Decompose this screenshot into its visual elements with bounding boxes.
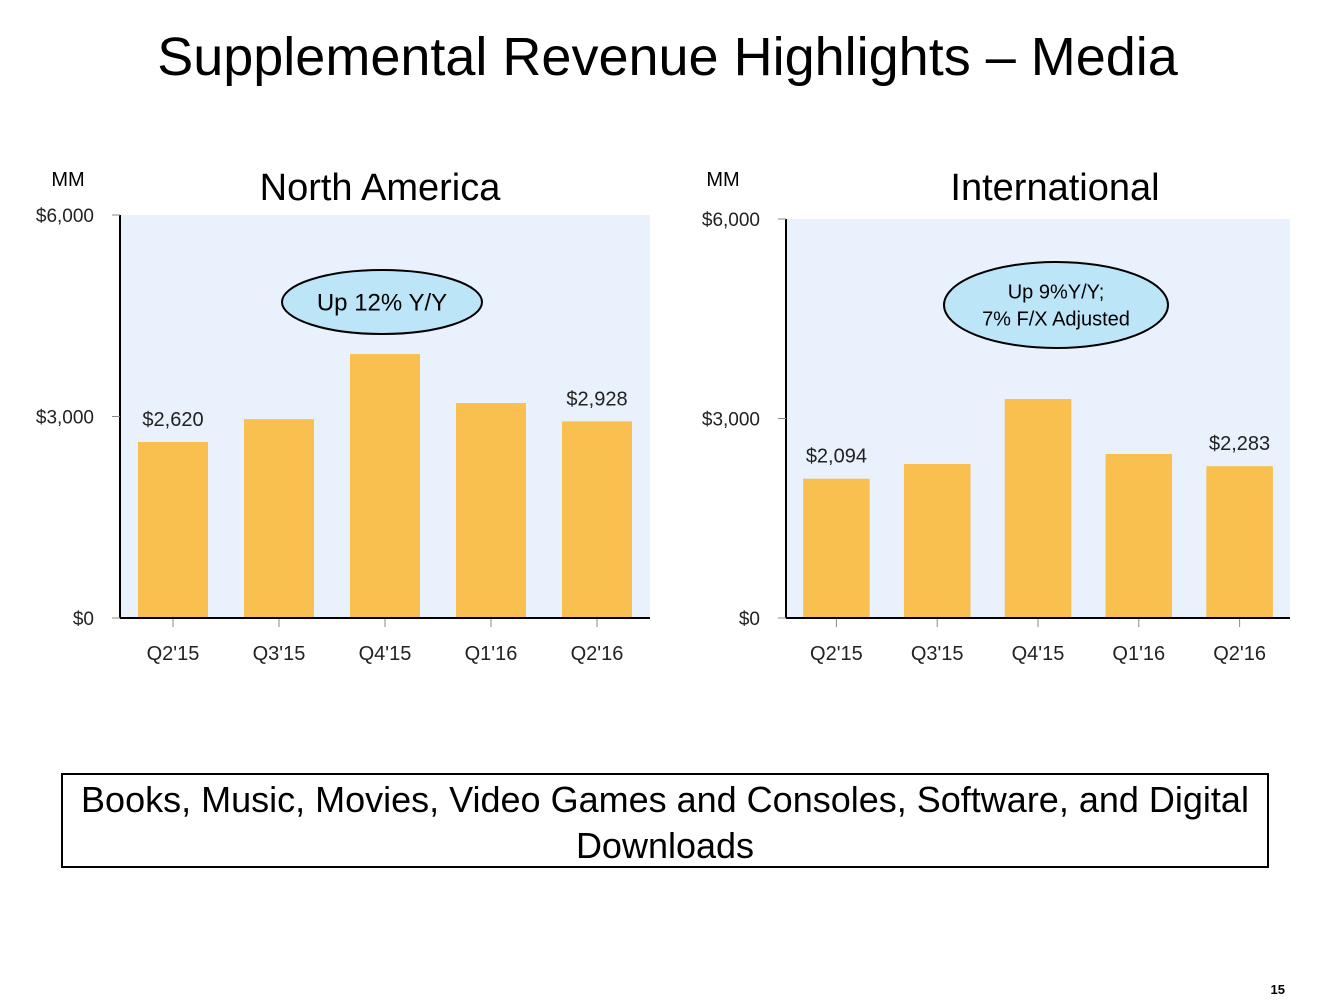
bar-Q116	[1105, 454, 1173, 618]
x-tick-label: Q2'16	[571, 643, 624, 665]
callout-ellipse	[281, 269, 483, 335]
x-tick-label: Q2'15	[147, 643, 200, 665]
bar-Q415	[350, 354, 420, 618]
x-tick-label: Q2'16	[1213, 643, 1266, 665]
callout-text: 7% F/X Adjusted	[982, 309, 1130, 331]
slide-title: Supplemental Revenue Highlights – Media	[157, 27, 1178, 87]
data-label: $2,094	[806, 446, 867, 468]
y-tick-label: $0	[73, 609, 94, 630]
bar-Q216	[562, 421, 632, 618]
callout-text: Up 12% Y/Y	[317, 290, 447, 317]
y-tick-label: $3,000	[36, 408, 94, 429]
callout-ellipse	[943, 261, 1169, 349]
x-tick-label: Q4'15	[1012, 643, 1065, 665]
segment-description-box: Books, Music, Movies, Video Games and Co…	[61, 773, 1269, 868]
x-tick-label: Q3'15	[253, 643, 306, 665]
unit-label: MM	[51, 169, 84, 191]
bar-Q116	[456, 403, 526, 618]
y-tick-label: $0	[739, 609, 760, 630]
international-chart: International MM Q2'15 $2,094 Q3'15 Q4'15 Q1'1…	[668, 160, 1333, 680]
data-label: $2,928	[566, 388, 627, 410]
segment-description: Books, Music, Movies, Video Games and Co…	[81, 779, 1249, 866]
bar-Q315	[903, 463, 971, 618]
y-tick-label: $3,000	[702, 410, 760, 431]
callout-text: Up 9%Y/Y;	[1008, 282, 1105, 304]
bar-Q216	[1206, 466, 1273, 618]
bar-Q415	[1004, 399, 1072, 618]
north-america-chart: North America MM Q2'15 $2,620 Q3'15 Q4'15 Q1'1…	[0, 160, 665, 680]
growth-callout: Up 9%Y/Y; 7% F/X Adjusted	[943, 261, 1169, 349]
chart-title: North America	[260, 167, 502, 209]
x-tick-label: Q2'15	[810, 643, 863, 665]
bar-Q215	[803, 478, 870, 618]
page-number: 15	[1270, 982, 1285, 997]
unit-label: MM	[706, 169, 739, 191]
data-label: $2,620	[142, 409, 203, 431]
chart-title: International	[950, 167, 1159, 209]
data-label: $2,283	[1209, 433, 1270, 455]
y-tick-label: $6,000	[36, 206, 94, 227]
bar-Q215	[138, 442, 208, 618]
x-tick-label: Q4'15	[359, 643, 412, 665]
x-tick-label: Q1'16	[465, 643, 518, 665]
x-tick-label: Q1'16	[1112, 643, 1165, 665]
y-tick-label: $6,000	[702, 210, 760, 231]
growth-callout: Up 12% Y/Y	[281, 269, 483, 335]
x-tick-label: Q3'15	[911, 643, 964, 665]
bar-Q315	[244, 419, 314, 618]
